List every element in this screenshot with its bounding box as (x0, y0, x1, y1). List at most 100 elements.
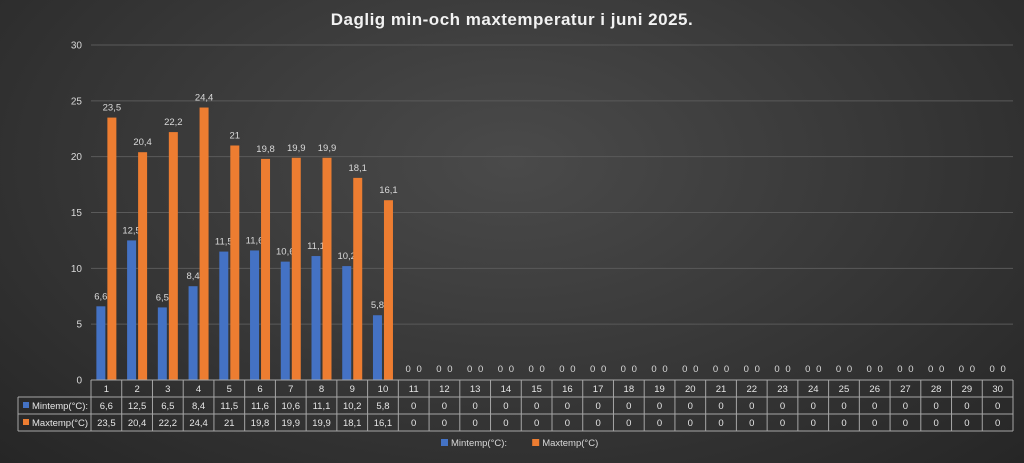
data-label: 6,6 (94, 291, 107, 302)
table-cell: 0 (534, 401, 539, 412)
table-cell: 0 (811, 418, 816, 429)
table-cell: 12,5 (128, 401, 147, 412)
table-cell: 21 (224, 418, 235, 429)
bar-max (138, 152, 148, 380)
table-cell: 0 (688, 418, 693, 429)
data-label: 10,2 (337, 251, 356, 262)
data-label: 0 (744, 364, 749, 375)
data-label: 0 (928, 364, 933, 375)
data-label: 0 (601, 364, 606, 375)
x-tick-label: 1 (104, 384, 109, 395)
table-cell: 0 (595, 401, 600, 412)
y-tick-label: 20 (71, 152, 83, 163)
bar-min (188, 286, 198, 380)
table-cell: 5,8 (376, 401, 389, 412)
data-label: 16,1 (379, 185, 398, 196)
table-cell: 0 (503, 401, 508, 412)
table-cell: 0 (934, 418, 939, 429)
data-label: 0 (682, 364, 687, 375)
table-cell: 0 (657, 401, 662, 412)
table-cell: 0 (934, 401, 939, 412)
bar-min (127, 240, 137, 380)
bar-max (107, 117, 117, 380)
x-tick-label: 6 (257, 384, 262, 395)
data-label: 12,5 (122, 225, 141, 236)
x-tick-label: 24 (808, 384, 819, 395)
bar-min (311, 256, 321, 380)
bar-max (291, 157, 301, 380)
bar-min (280, 261, 290, 380)
data-label: 20,4 (133, 137, 152, 148)
x-tick-label: 9 (350, 384, 355, 395)
data-label: 0 (785, 364, 790, 375)
x-tick-label: 12 (439, 384, 450, 395)
x-tick-label: 19 (654, 384, 665, 395)
data-label: 24,4 (195, 93, 214, 104)
x-tick-label: 13 (470, 384, 481, 395)
data-label: 0 (816, 364, 821, 375)
table-cell: 0 (503, 418, 508, 429)
data-label: 10,6 (276, 247, 295, 258)
bar-min (219, 251, 229, 380)
data-label: 0 (805, 364, 810, 375)
data-label: 19,8 (256, 144, 275, 155)
data-label: 0 (867, 364, 872, 375)
y-tick-label: 0 (76, 376, 82, 387)
table-cell: 0 (841, 418, 846, 429)
data-label: 0 (662, 364, 667, 375)
table-cell: 0 (595, 418, 600, 429)
x-tick-label: 15 (531, 384, 542, 395)
x-tick-label: 29 (962, 384, 973, 395)
data-label: 0 (559, 364, 564, 375)
data-label: 21 (230, 131, 241, 142)
x-tick-label: 17 (593, 384, 604, 395)
table-cell: 0 (903, 418, 908, 429)
table-cell: 10,2 (343, 401, 362, 412)
bar-max (168, 132, 178, 380)
table-cell: 0 (473, 418, 478, 429)
table-cell: 10,6 (282, 401, 301, 412)
table-cell: 0 (841, 401, 846, 412)
table-cell: 16,1 (374, 418, 393, 429)
data-label: 0 (1000, 364, 1005, 375)
table-cell: 19,9 (312, 418, 331, 429)
table-cell: 18,1 (343, 418, 362, 429)
data-label: 0 (693, 364, 698, 375)
legend-key (441, 439, 448, 446)
data-label: 0 (539, 364, 544, 375)
x-tick-label: 4 (196, 384, 201, 395)
table-cell: 20,4 (128, 418, 147, 429)
table-cell: 8,4 (192, 401, 205, 412)
table-cell: 0 (688, 401, 693, 412)
bar-max (383, 200, 393, 380)
table-cell: 0 (442, 418, 447, 429)
bar-max (199, 107, 209, 381)
data-label: 0 (478, 364, 483, 375)
data-label: 19,9 (318, 143, 337, 154)
data-label: 19,9 (287, 143, 306, 154)
table-legend-key (23, 402, 29, 408)
data-label: 0 (713, 364, 718, 375)
data-label: 0 (570, 364, 575, 375)
data-label: 0 (406, 364, 411, 375)
data-label: 0 (621, 364, 626, 375)
bar-max (322, 157, 332, 380)
y-tick-label: 30 (71, 41, 83, 52)
x-tick-label: 22 (746, 384, 757, 395)
table-cell: 0 (749, 418, 754, 429)
data-label: 22,2 (164, 117, 183, 128)
bar-min (372, 315, 382, 380)
x-tick-label: 30 (992, 384, 1003, 395)
x-tick-label: 2 (134, 384, 139, 395)
table-cell: 0 (749, 401, 754, 412)
x-tick-label: 8 (319, 384, 324, 395)
x-tick-label: 20 (685, 384, 696, 395)
table-cell: 6,5 (161, 401, 174, 412)
table-cell: 0 (903, 401, 908, 412)
table-cell: 0 (718, 418, 723, 429)
y-tick-label: 15 (71, 208, 83, 219)
table-cell: 11,1 (313, 401, 331, 412)
table-legend-key (23, 419, 29, 425)
y-tick-label: 10 (71, 264, 83, 275)
table-cell: 0 (565, 418, 570, 429)
